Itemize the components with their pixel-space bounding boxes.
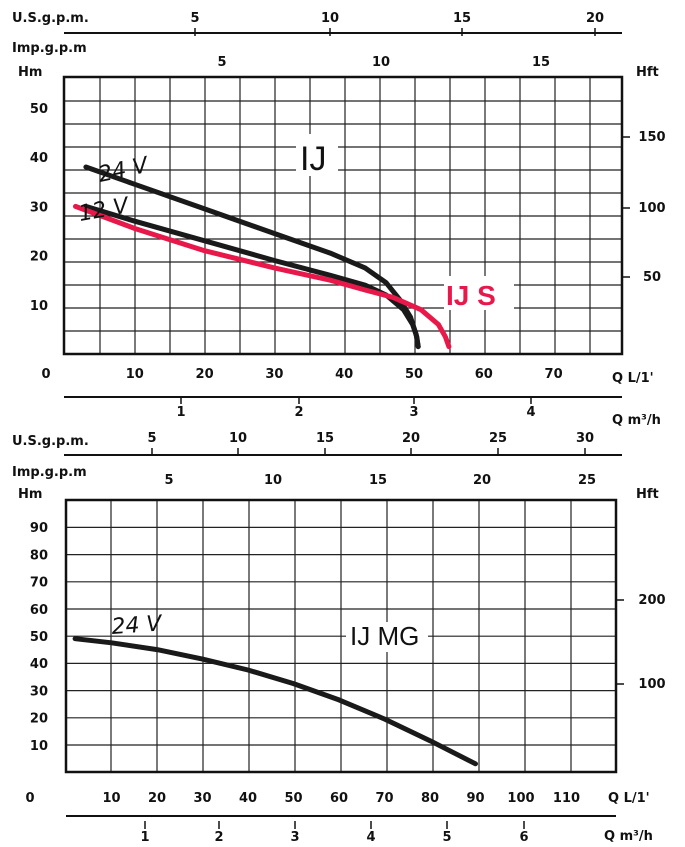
series-layer <box>73 164 452 350</box>
y-tick-label: 50 <box>30 102 48 117</box>
impgpm-tick-label: 10 <box>264 473 282 488</box>
x-tick-label: 10 <box>102 791 120 806</box>
y-tick-label: 30 <box>30 684 48 699</box>
x-tick-label: 10 <box>126 367 144 382</box>
m3h-tick-label: 6 <box>519 830 528 845</box>
usgpm-tick-label: 15 <box>316 431 334 446</box>
m3h-label: Q m³/h <box>604 829 653 844</box>
y-tick-label: 10 <box>30 299 48 314</box>
y-tick-label: 30 <box>30 200 48 215</box>
plot-frame <box>64 498 618 774</box>
m3h-tick-label: 1 <box>140 830 149 845</box>
series-line-12-v <box>83 203 421 350</box>
x-tick-label: 90 <box>466 791 484 806</box>
hft-label: Hft <box>636 487 659 502</box>
usgpm-tick-label: 30 <box>576 431 594 446</box>
x-tick-label: 30 <box>193 791 211 806</box>
impgpm-label: Imp.g.p.m <box>12 465 87 480</box>
x-tick-label: 60 <box>330 791 348 806</box>
impgpm-tick-label: 20 <box>473 473 491 488</box>
y-tick-label: 80 <box>30 548 48 563</box>
m3h-tick-label: 3 <box>409 405 418 420</box>
usgpm-tick-label: 25 <box>489 431 507 446</box>
hft-tick-label: 100 <box>638 201 665 216</box>
x-tick-label: 50 <box>405 367 423 382</box>
x-tick-label: 70 <box>375 791 393 806</box>
impgpm-label: Imp.g.p.m <box>12 41 87 56</box>
usgpm-label: U.S.g.p.m. <box>12 434 89 449</box>
m3h-tick-label: 2 <box>214 830 223 845</box>
y-axis-label: Hm <box>18 65 42 80</box>
y-tick-label: 40 <box>30 151 48 166</box>
impgpm-tick-label: 15 <box>532 55 550 70</box>
impgpm-tick-label: 10 <box>372 55 390 70</box>
hft-label: Hft <box>636 65 659 80</box>
x-tick-label: 0 <box>41 367 50 382</box>
y-tick-label: 20 <box>30 712 48 727</box>
x-tick-label: 70 <box>545 367 563 382</box>
x-tick-label: 40 <box>239 791 257 806</box>
impgpm-tick-label: 5 <box>217 55 226 70</box>
usgpm-tick-label: 5 <box>190 11 199 26</box>
y-tick-label: 40 <box>30 657 48 672</box>
series-layer <box>72 636 478 767</box>
chart-ij-mg: U.S.g.p.m. Imp.g.p.m Hm Hft 102030405060… <box>12 431 666 845</box>
hft-tick-label: 200 <box>638 593 665 608</box>
series-label-24v: 24 V <box>111 611 165 640</box>
m3h-tick-label: 4 <box>526 405 535 420</box>
y-tick-label: 10 <box>30 739 48 754</box>
x-tick-label: 50 <box>284 791 302 806</box>
impgpm-tick-label: 15 <box>369 473 387 488</box>
usgpm-tick-label: 5 <box>147 431 156 446</box>
series-label-ijs: IJ S <box>446 280 496 311</box>
m3h-tick-label: 5 <box>442 830 451 845</box>
hft-tick-label: 100 <box>638 677 665 692</box>
tick-labels: 10 20 30 40 50 60 70 80 90 0 10 20 30 40 50 60 70 80 90 100… <box>25 431 665 845</box>
usgpm-tick-label: 15 <box>453 11 471 26</box>
hft-tick-label: 50 <box>643 270 661 285</box>
x-tick-label: 40 <box>335 367 353 382</box>
impgpm-tick-label: 25 <box>578 473 596 488</box>
grid <box>66 500 616 772</box>
usgpm-tick-label: 10 <box>321 11 339 26</box>
plot-frame <box>62 75 624 356</box>
x-tick-label: 80 <box>421 791 439 806</box>
usgpm-label: U.S.g.p.m. <box>12 11 89 26</box>
x-tick-label: 110 <box>553 791 580 806</box>
x-tick-label: 30 <box>265 367 283 382</box>
y-tick-label: 70 <box>30 576 48 591</box>
impgpm-tick-label: 5 <box>164 473 173 488</box>
m3h-tick-label: 1 <box>176 405 185 420</box>
m3h-tick-label: 4 <box>366 830 375 845</box>
x-axis-label: Q L/1' <box>608 791 650 806</box>
usgpm-tick-label: 20 <box>402 431 420 446</box>
usgpm-tick-label: 10 <box>229 431 247 446</box>
m3h-label: Q m³/h <box>612 413 661 428</box>
m3h-tick-label: 3 <box>290 830 299 845</box>
chart-title: IJ MG <box>350 621 419 651</box>
x-tick-label: 20 <box>196 367 214 382</box>
series-line-ij-s <box>73 203 452 350</box>
m3h-tick-label: 2 <box>294 405 303 420</box>
y-tick-label: 90 <box>30 521 48 536</box>
usgpm-tick-label: 20 <box>586 11 604 26</box>
x-tick-label: 0 <box>25 791 34 806</box>
chart-ij: U.S.g.p.m. Imp.g.p.m Hm Hft 10 20 30 40 50 0 1… <box>12 11 666 428</box>
y-tick-label: 60 <box>30 603 48 618</box>
x-axis-label: Q L/1' <box>612 371 654 386</box>
hft-tick-label: 150 <box>638 130 665 145</box>
x-tick-label: 20 <box>148 791 166 806</box>
x-tick-label: 60 <box>475 367 493 382</box>
y-axis-label: Hm <box>18 487 42 502</box>
series-line-24-v <box>72 636 478 767</box>
y-tick-label: 50 <box>30 630 48 645</box>
y-tick-label: 20 <box>30 250 48 265</box>
chart-title: IJ <box>300 140 326 178</box>
x-tick-label: 100 <box>507 791 534 806</box>
